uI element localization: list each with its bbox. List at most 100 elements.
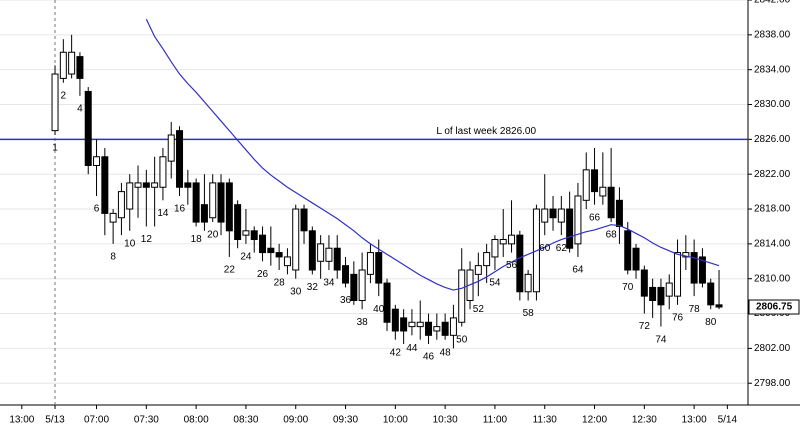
moving-average: [145, 18, 720, 291]
bar-number: 72: [639, 321, 651, 332]
candle-body: [250, 230, 258, 241]
candle-body: [508, 234, 516, 245]
candle-body: [200, 204, 208, 223]
bar-number: 1: [52, 143, 58, 154]
x-tick-label: 13:00: [682, 415, 707, 426]
candle-body: [342, 265, 350, 284]
bar-number: 34: [323, 278, 335, 289]
bar-number: 22: [224, 265, 236, 276]
candle-body: [51, 73, 59, 132]
candle-body: [499, 239, 507, 245]
candle-body: [665, 282, 673, 297]
candle-body: [126, 182, 134, 210]
candle-body: [682, 252, 690, 258]
y-tick-label: 2818.00: [754, 204, 791, 215]
bar-number: 38: [357, 317, 369, 328]
candle-body: [640, 269, 648, 297]
x-tick-label: 12:30: [632, 415, 657, 426]
candle-body: [599, 186, 607, 197]
candle-body: [524, 273, 532, 293]
y-tick-label: 2838.00: [754, 29, 791, 40]
candle-body: [632, 247, 640, 271]
candle-body: [242, 230, 250, 236]
candle-body: [275, 252, 283, 258]
x-tick-label: 13:00: [9, 415, 34, 426]
x-tick-label: 10:30: [433, 415, 458, 426]
y-tick-label: 2814.00: [754, 239, 791, 250]
candle-body: [159, 156, 167, 188]
bar-number: 64: [572, 265, 584, 276]
candle-body: [176, 130, 184, 188]
candle-body: [93, 156, 101, 166]
bar-number: 4: [77, 103, 83, 114]
candle-body: [192, 182, 200, 223]
x-tick-label: 08:30: [233, 415, 258, 426]
bar-number: 52: [473, 304, 485, 315]
bar-number: 66: [589, 212, 601, 223]
x-tick-label: 5/14: [718, 415, 738, 426]
candle-body: [117, 191, 125, 219]
candle-body: [715, 304, 723, 308]
candle-body: [217, 182, 225, 223]
candle-body: [690, 252, 698, 284]
x-tick-label: 09:30: [333, 415, 358, 426]
candle-body: [491, 239, 499, 258]
bar-number: 8: [110, 252, 116, 263]
y-tick-label: 2802.00: [754, 343, 791, 354]
bar-number: 44: [406, 343, 418, 354]
candle-body: [657, 286, 665, 306]
candle-body: [76, 56, 84, 79]
bar-number: 12: [141, 234, 153, 245]
bar-number: 70: [622, 282, 634, 293]
bar-number: 32: [307, 282, 319, 293]
bar-number: 18: [191, 234, 203, 245]
candle-body: [225, 182, 233, 232]
bar-number: 6: [94, 204, 100, 215]
last-price-box: [748, 299, 800, 315]
bar-number: 26: [257, 269, 269, 280]
y-tick-label: 2798.00: [754, 378, 791, 389]
candle-body: [674, 252, 682, 297]
x-tick-label: 11:00: [483, 415, 508, 426]
candle-body: [366, 252, 374, 275]
candle-body: [474, 265, 482, 275]
x-tick-label: 08:00: [184, 415, 209, 426]
candle-body: [615, 199, 623, 227]
candle-body: [516, 234, 524, 293]
candle-body: [557, 208, 565, 223]
last-price-label: 2806.75: [756, 302, 793, 313]
bar-number: 78: [689, 304, 701, 315]
x-tick-label: 5/13: [45, 415, 65, 426]
bar-number: 24: [240, 252, 252, 263]
bar-number: 30: [290, 286, 302, 297]
candle-body: [234, 204, 242, 241]
candle-body: [109, 212, 117, 223]
candle-body: [400, 317, 408, 332]
candle-body: [101, 156, 109, 214]
bar-number: 56: [506, 260, 518, 271]
x-tick-label: 09:00: [283, 415, 308, 426]
candle-body: [317, 243, 325, 262]
x-tick-label: 10:00: [383, 415, 408, 426]
candle-body: [209, 182, 217, 219]
candle-body: [425, 321, 433, 336]
reference-label: L of last week 2826.00: [436, 126, 536, 137]
candle-body: [408, 321, 416, 328]
bar-number: 14: [157, 208, 169, 219]
bar-number: 36: [340, 295, 352, 306]
bar-number: 76: [672, 312, 684, 323]
candle-body: [350, 273, 358, 301]
candle-body: [259, 234, 267, 254]
candle-body: [68, 51, 76, 75]
bar-number: 58: [523, 308, 535, 319]
candle-body: [283, 256, 291, 267]
bar-number: 40: [373, 304, 385, 315]
candle-body: [649, 286, 657, 301]
bar-number: 68: [606, 230, 618, 241]
candle-body: [292, 208, 300, 271]
candle-body: [624, 230, 632, 271]
candle-body: [566, 208, 574, 249]
candle-body: [458, 269, 466, 323]
